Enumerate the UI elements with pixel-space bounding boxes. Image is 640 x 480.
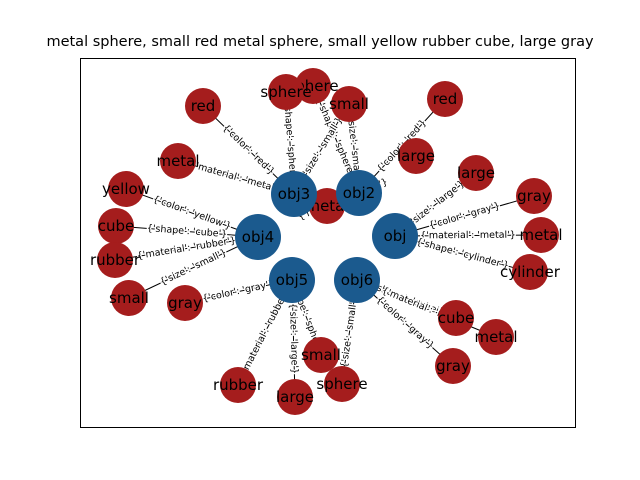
object-node-label: obj4 [242,228,274,246]
attribute-node-label: small [329,95,369,113]
edge-obj6-a23 [356,279,497,338]
object-node-label: obj6 [341,271,373,289]
object-node-label: obj3 [278,185,310,203]
nodes-layer: graymetalcylinderlargeredmetalspherelarg… [90,68,563,415]
attribute-node-circle [167,285,203,321]
attribute-node-circle [309,188,345,224]
edge-obj4-a16 [128,236,259,299]
edge-label: {'color': 'gray'} [201,278,275,304]
attribute-node-circle [324,366,360,402]
edge-labels-layer: {'color': 'gray'}{'material': 'metal'}{'… [135,95,517,381]
edge-label: {'material': 'metal'} [420,230,516,242]
attribute-node-label: small [109,289,149,307]
object-node-circle [269,257,315,303]
attribute-node-circle [427,81,463,117]
attribute-node-circle [523,217,559,253]
edge-obj-a3 [394,235,531,273]
attribute-node-label: red [191,97,216,115]
attribute-node-circle [295,68,331,104]
attribute-node-circle [277,379,313,415]
attribute-node-label: yellow [102,180,150,198]
attribute-node-label: large [457,164,495,182]
attribute-node-circle [220,367,256,403]
attribute-node-circle [98,208,134,244]
attribute-node-label: gray [436,357,470,375]
attribute-node-label: sphere [316,375,367,393]
attribute-node-circle [268,74,304,110]
attribute-node-label: gray [517,187,551,205]
edge-label: {'shape': 'cylinder'} [415,236,510,271]
attribute-node-label: red [433,90,458,108]
attribute-node-label: metal [474,328,517,346]
attribute-node-circle [398,138,434,174]
attribute-node-label: rubber [213,376,264,394]
edge-label: {'size': 'large'} [287,303,300,375]
attribute-node-circle [108,171,144,207]
object-node-label: obj [384,227,407,245]
edge-label: {'size': 'small'} [339,295,360,368]
attribute-node-circle [303,337,339,373]
attribute-node-label: cylinder [500,263,561,281]
attribute-node-circle [458,155,494,191]
attribute-node-label: rubber [90,251,141,269]
attribute-node-circle [331,86,367,122]
edge-obj-a1 [394,195,535,237]
attribute-node-label: metal [519,226,562,244]
attribute-node-label: sphere [260,83,311,101]
attribute-node-circle [435,348,471,384]
attribute-node-circle [111,280,147,316]
object-node-label: obj2 [343,184,375,202]
attribute-node-label: gray [168,294,202,312]
object-node-circle [372,213,418,259]
edge-obj4-a15 [114,236,259,261]
attribute-node-circle [185,88,221,124]
attribute-node-circle [438,300,474,336]
object-node-circle [336,170,382,216]
plot-frame [80,58,576,428]
edge-obj4-a14 [115,225,259,238]
diagram-title: metal sphere, small red metal sphere, sm… [46,34,594,50]
attribute-node-label: small [301,346,341,364]
attribute-node-circle [160,143,196,179]
attribute-node-circle [97,242,133,278]
attribute-node-label: large [276,388,314,406]
attribute-node-label: cube [438,309,475,327]
attribute-node-label: metal [156,152,199,170]
object-node-circle [235,214,281,260]
edge-obj4-a13 [125,188,259,238]
edge-obj-a2 [394,234,542,237]
attribute-node-circle [478,319,514,355]
attribute-node-circle [516,178,552,214]
object-node-circle [271,171,317,217]
object-node-circle [334,257,380,303]
object-node-label: obj5 [276,271,308,289]
attribute-node-circle [512,254,548,290]
attribute-node-label: large [397,147,435,165]
attribute-node-label: cube [98,217,135,235]
